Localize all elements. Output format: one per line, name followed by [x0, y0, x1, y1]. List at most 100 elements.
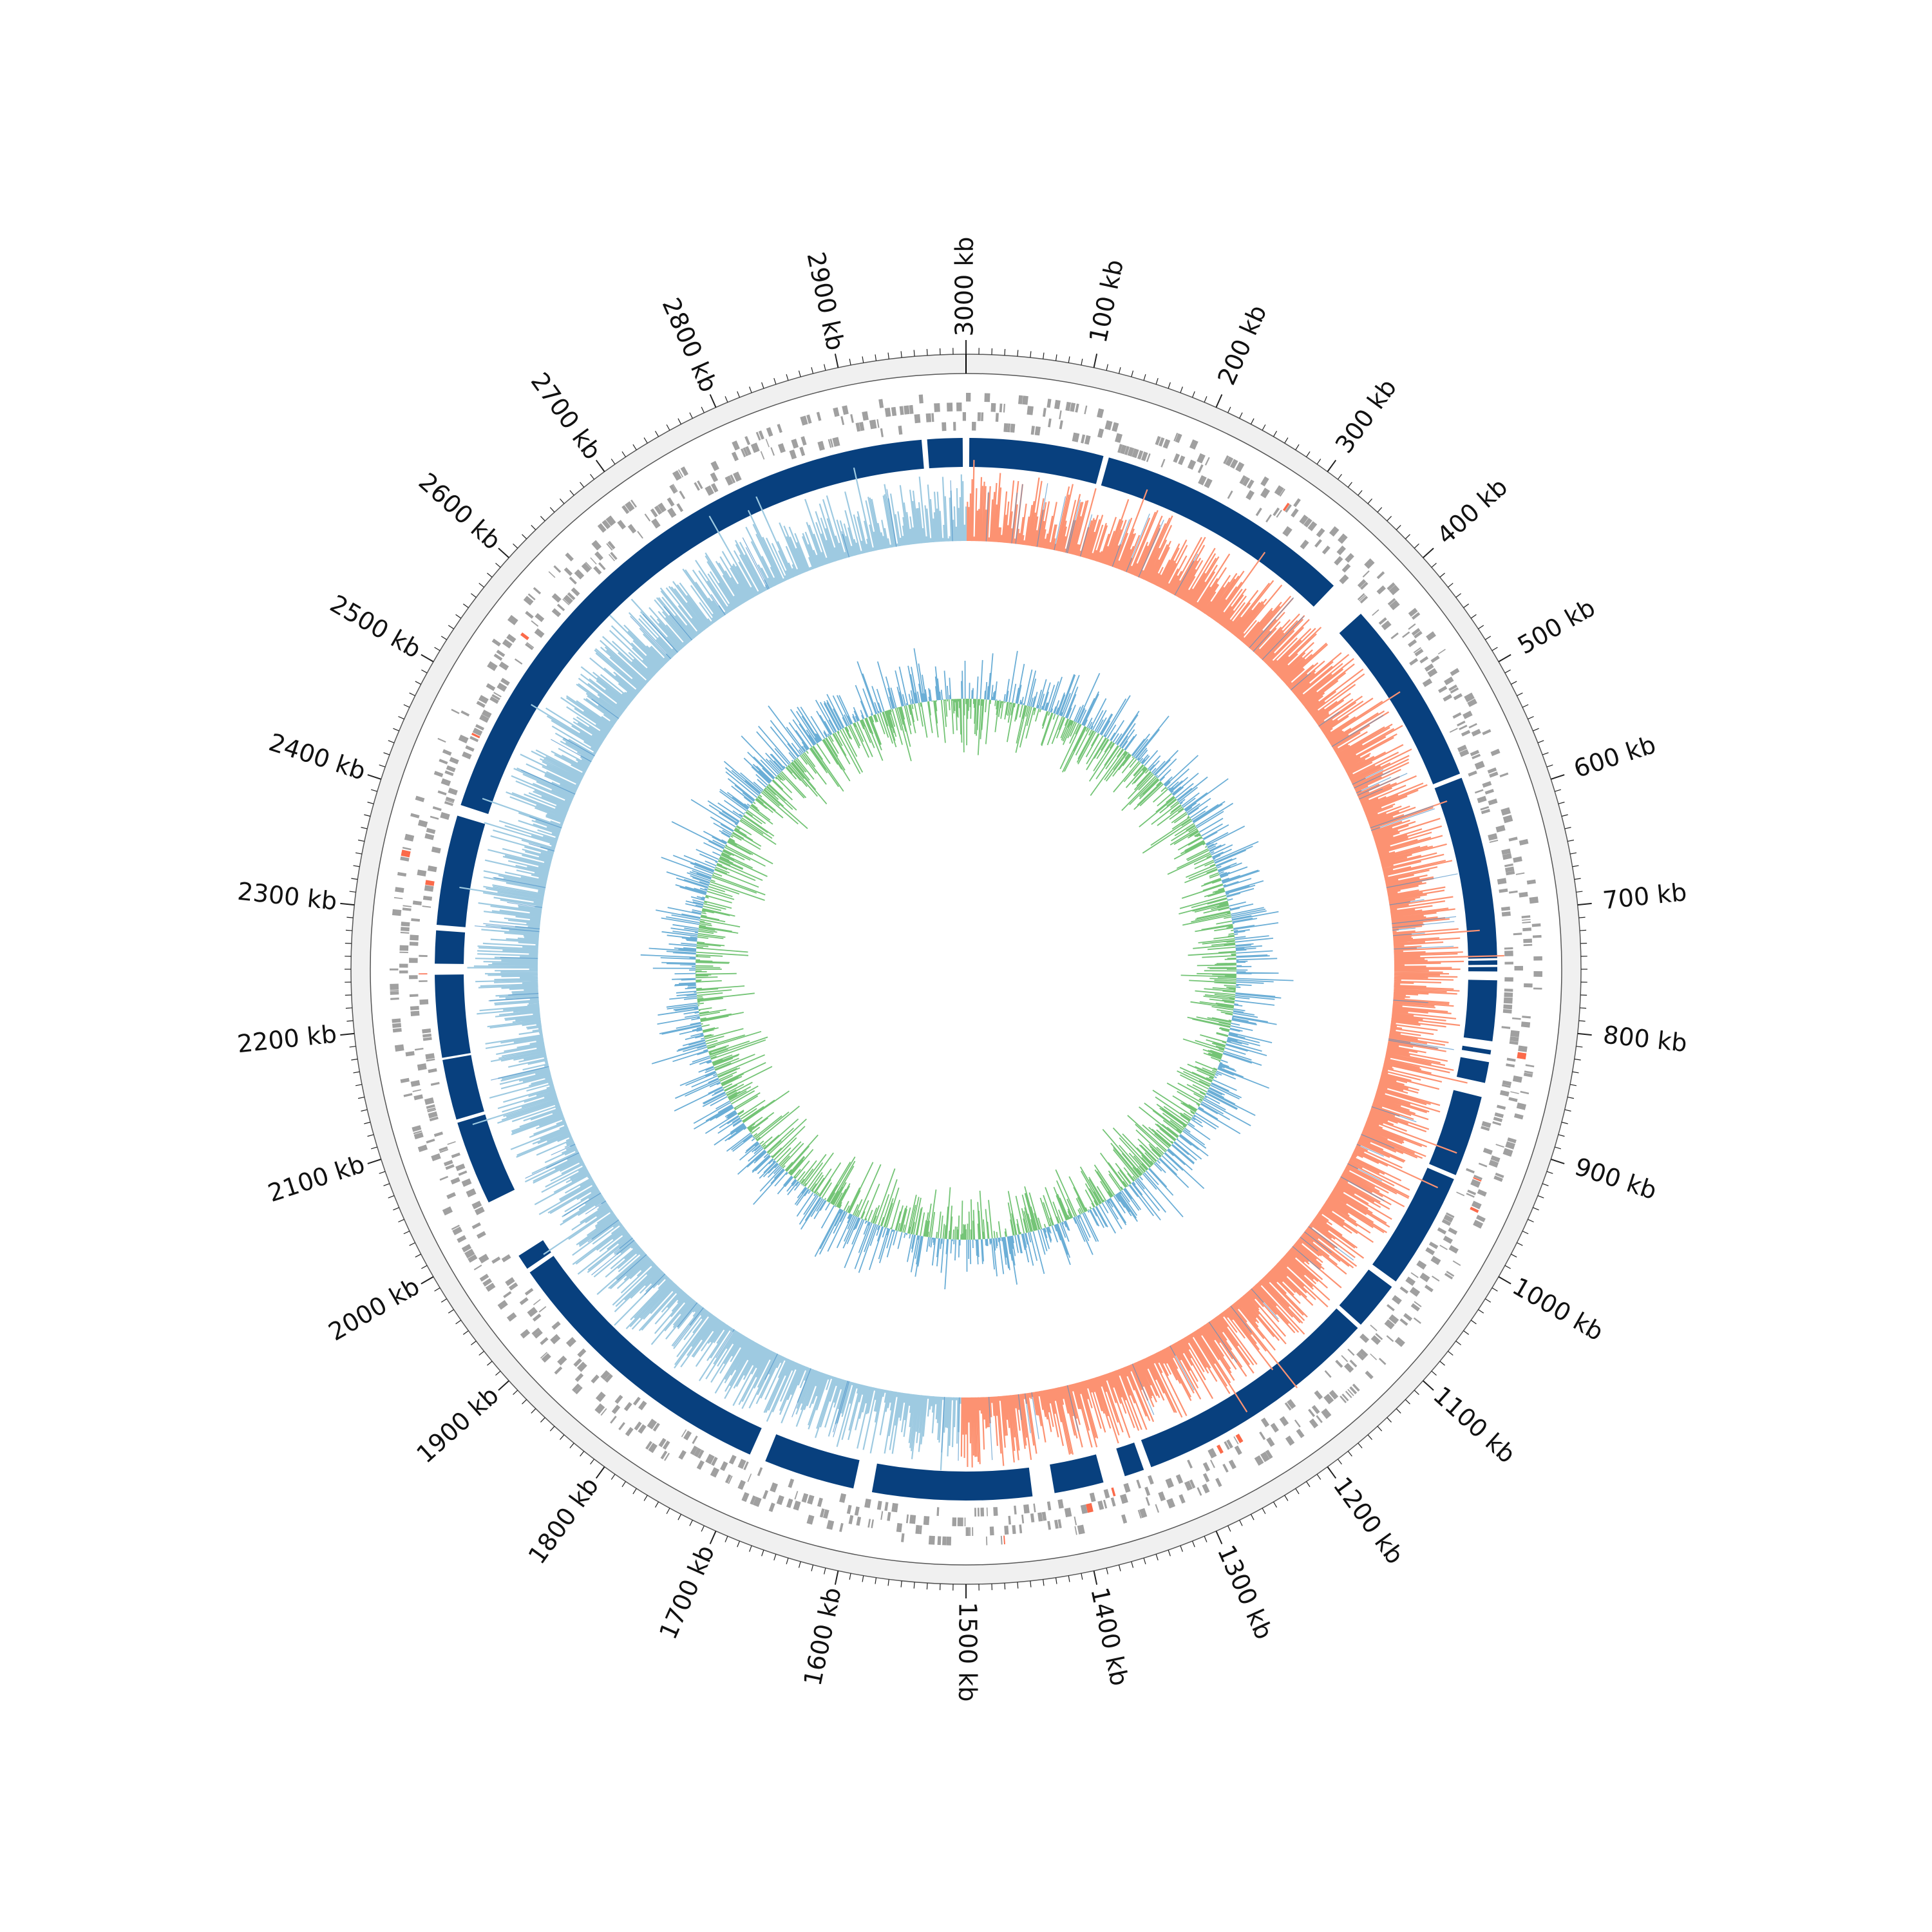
feature-block [426, 1107, 436, 1111]
minor-tick [1358, 1443, 1363, 1448]
feature-block [964, 1517, 966, 1527]
feature-block [625, 1426, 634, 1437]
feature-block [1481, 808, 1491, 815]
feature-block [806, 414, 812, 424]
minor-tick [379, 764, 386, 768]
minor-tick [1546, 764, 1553, 768]
synteny-block [1101, 457, 1334, 607]
feature-block [1470, 1179, 1481, 1188]
feature-block [1136, 1479, 1142, 1489]
feature-block [1467, 1189, 1477, 1195]
feature-block [980, 1508, 985, 1517]
feature-block [551, 608, 562, 618]
feature-block [1411, 628, 1421, 636]
feature-block [981, 412, 984, 421]
feature-block [1489, 839, 1499, 843]
feature-block [846, 1504, 852, 1515]
feature-block [600, 1370, 611, 1381]
feature-block [867, 1519, 871, 1528]
feature-block [934, 402, 940, 412]
feature-block [533, 587, 542, 595]
feature-block [431, 1153, 441, 1162]
feature-block [451, 1152, 460, 1159]
feature-block [402, 905, 412, 907]
feature-block [594, 1403, 605, 1414]
feature-block [1388, 1314, 1399, 1325]
feature-block [1432, 1275, 1440, 1282]
minor-tick [1387, 1417, 1392, 1423]
feature-block [571, 587, 580, 596]
minor-tick [1262, 424, 1266, 431]
feature-block [1158, 1491, 1166, 1502]
minor-tick [1537, 740, 1544, 743]
feature-block [1197, 1487, 1202, 1496]
feature-block [1473, 1175, 1482, 1180]
feature-block [1030, 426, 1035, 435]
feature-block [1457, 744, 1467, 753]
minor-tick [371, 789, 377, 792]
minor-tick [478, 583, 484, 588]
feature-block [899, 406, 904, 415]
feature-block [614, 1394, 623, 1404]
minor-tick [1143, 374, 1146, 381]
synteny-block [1339, 613, 1461, 784]
feature-block [1461, 730, 1471, 737]
feature-block [770, 447, 775, 456]
minor-tick [1470, 1320, 1477, 1325]
minor-tick [1564, 1109, 1571, 1112]
synteny-block [1372, 1168, 1454, 1282]
feature-block [1260, 488, 1271, 498]
feature-block [405, 1051, 415, 1057]
synteny-block [1463, 980, 1497, 1041]
feature-block [450, 1177, 460, 1185]
feature-block [1209, 1459, 1215, 1468]
feature-block [1520, 1090, 1530, 1095]
minor-tick [1316, 1473, 1321, 1480]
minor-tick [1558, 1134, 1565, 1137]
feature-block [1059, 420, 1063, 430]
feature-block [443, 1160, 453, 1166]
feature-block [995, 413, 999, 422]
feature-block [563, 594, 573, 605]
feature-block [413, 1132, 424, 1140]
feature-block [1316, 527, 1325, 538]
minor-tick [1273, 430, 1278, 437]
feature-block [679, 490, 686, 500]
feature-block [791, 439, 799, 449]
feature-block [956, 402, 962, 412]
feature-block [556, 603, 565, 612]
ideogram-band [351, 354, 1581, 1584]
feature-block [710, 483, 719, 493]
feature-block [1173, 432, 1179, 442]
feature-block [1204, 457, 1210, 466]
feature-block [1018, 395, 1023, 404]
feature-block [1501, 848, 1511, 855]
minor-tick [611, 1473, 616, 1480]
feature-block [462, 751, 472, 760]
feature-block [491, 694, 500, 701]
minor-tick [1572, 1071, 1579, 1074]
feature-block [573, 1358, 582, 1367]
minor-tick [549, 507, 555, 513]
feature-block [403, 1093, 413, 1097]
minor-tick [409, 692, 415, 696]
feature-block [909, 404, 914, 414]
feature-block [1381, 620, 1392, 630]
feature-block [1202, 1473, 1210, 1482]
minor-tick [440, 1298, 447, 1303]
feature-block [1115, 433, 1122, 443]
feature-block [478, 1253, 489, 1264]
feature-block [1520, 1021, 1531, 1028]
minor-tick [1305, 451, 1311, 457]
feature-block [1225, 456, 1234, 467]
feature-block [1046, 399, 1052, 408]
feature-block [1456, 1191, 1465, 1197]
feature-block [594, 551, 603, 561]
feature-block [445, 799, 454, 804]
feature-block [1519, 891, 1528, 898]
feature-block [1314, 1390, 1323, 1400]
feature-block [762, 1490, 769, 1499]
feature-block [1437, 1227, 1447, 1235]
feature-block [1198, 475, 1207, 486]
feature-block [1175, 1474, 1184, 1484]
